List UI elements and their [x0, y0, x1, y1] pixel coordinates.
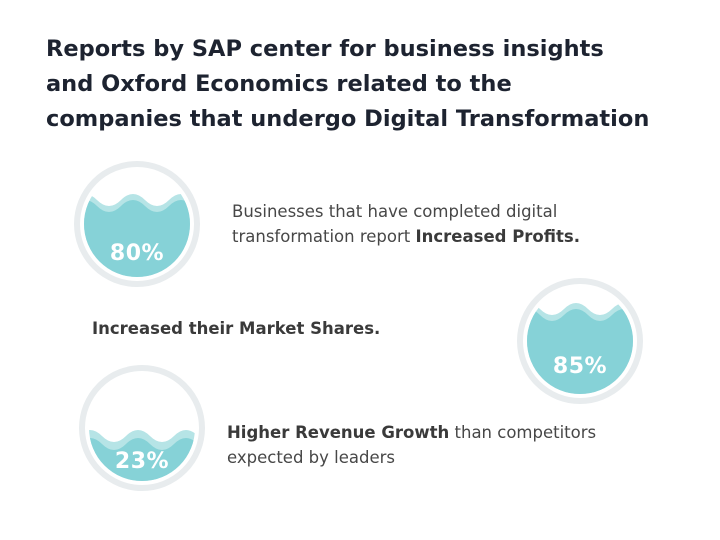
- profit-gauge: 80%: [73, 160, 201, 288]
- page-title: Reports by SAP center for business insig…: [46, 32, 686, 137]
- profit-text-line-2: transformation report Increased Profits.: [232, 224, 580, 249]
- revenue-gauge-value: 23%: [115, 449, 169, 474]
- revenue-text-line-2: expected by leaders: [227, 448, 395, 467]
- profit-text-highlight: Increased Profits.: [415, 227, 580, 246]
- title-line-2: and Oxford Economics related to the: [46, 71, 512, 97]
- title-line-3: companies that undergo Digital Transform…: [46, 106, 650, 132]
- profit-text-line-1: Businesses that have completed digital: [232, 202, 558, 221]
- profit-text-prefix: transformation report: [232, 227, 416, 246]
- revenue-description: Higher Revenue Growth than competitors e…: [227, 420, 596, 470]
- profit-description: Businesses that have completed digital t…: [232, 199, 580, 249]
- market-share-gauge-value: 85%: [553, 354, 607, 379]
- profit-gauge-value: 80%: [110, 241, 164, 266]
- title-line-1: Reports by SAP center for business insig…: [46, 36, 604, 62]
- revenue-text-line-1: Higher Revenue Growth than competitors: [227, 420, 596, 445]
- revenue-text-suffix: than competitors: [449, 423, 597, 442]
- market-share-description: Increased their Market Shares.: [92, 319, 381, 338]
- market-share-gauge: 85%: [516, 277, 644, 405]
- revenue-text-highlight: Higher Revenue Growth: [227, 423, 450, 442]
- revenue-gauge: 23%: [78, 364, 206, 492]
